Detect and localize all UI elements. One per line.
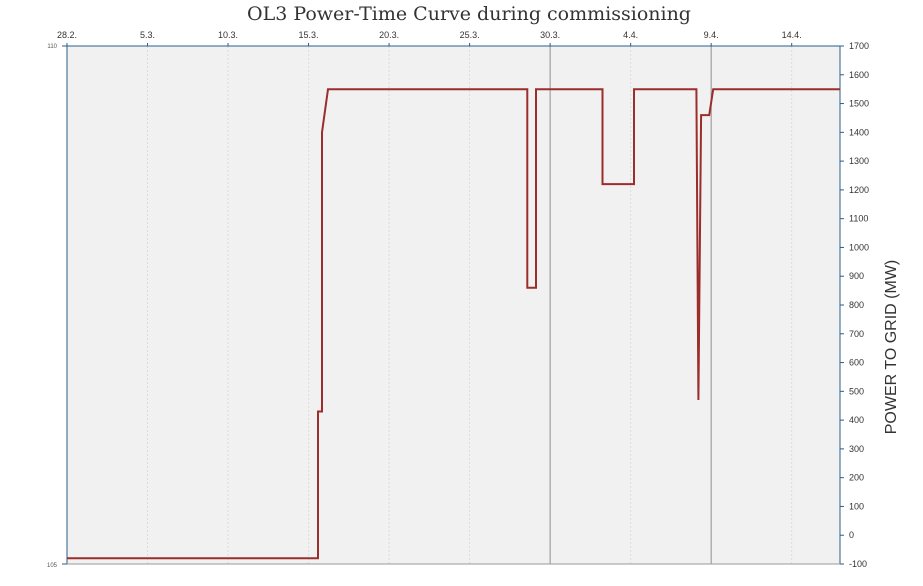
- x-tick-label: 28.2.: [57, 30, 77, 40]
- x-tick-label: 25.3.: [460, 30, 480, 40]
- x-tick-label: 9.4.: [704, 30, 719, 40]
- y-tick-label: 200: [849, 473, 864, 483]
- secondary-axis-top-label: 110: [47, 44, 57, 50]
- x-tick-label: 20.3.: [379, 30, 399, 40]
- y-tick-label: 1200: [849, 185, 869, 195]
- gridlines: [147, 46, 793, 564]
- y-tick-label: 1500: [849, 99, 869, 109]
- y-tick-label: 800: [849, 300, 864, 310]
- y-tick-label: -100: [849, 559, 867, 569]
- x-tick-label: 15.3.: [299, 30, 319, 40]
- secondary-axis-bottom-label: 105: [47, 563, 58, 569]
- series-layer: [67, 88, 840, 560]
- y-tick-label: 400: [849, 415, 864, 425]
- y-tick-label: 100: [849, 501, 864, 511]
- y-tick-label: 0: [849, 530, 854, 540]
- x-tick-label: 30.3.: [540, 30, 560, 40]
- y-tick-label: 1400: [849, 127, 869, 137]
- plot-area: [67, 46, 840, 564]
- y-tick-label: 900: [849, 271, 864, 281]
- y-axis-label: POWER TO GRID (MW): [883, 260, 900, 435]
- chart-title: OL3 Power-Time Curve during commissionin…: [247, 3, 691, 25]
- x-tick-label: 5.3.: [140, 30, 155, 40]
- y-tick-label: 500: [849, 386, 864, 396]
- y-tick-label: 1100: [849, 214, 868, 224]
- axes: 28.2. 5.3. 10.3. 15.3. 20.3. 25.3. 30.3. 4.4. 9.…: [57, 30, 869, 569]
- y-tick-label: 1300: [849, 156, 869, 166]
- x-tick-label: 10.3.: [218, 30, 238, 40]
- x-tick-label: 4.4.: [623, 30, 638, 40]
- y-tick-label: 600: [849, 358, 864, 368]
- y-tick-label: 1600: [849, 70, 869, 80]
- y-tick-label: 1000: [849, 242, 869, 252]
- y-tick-label: 300: [849, 444, 864, 454]
- y-tick-label: 700: [849, 329, 864, 339]
- power-series-line: [67, 88, 840, 560]
- y-tick-label: 1700: [849, 41, 869, 51]
- x-tick-label: 14.4.: [782, 30, 802, 40]
